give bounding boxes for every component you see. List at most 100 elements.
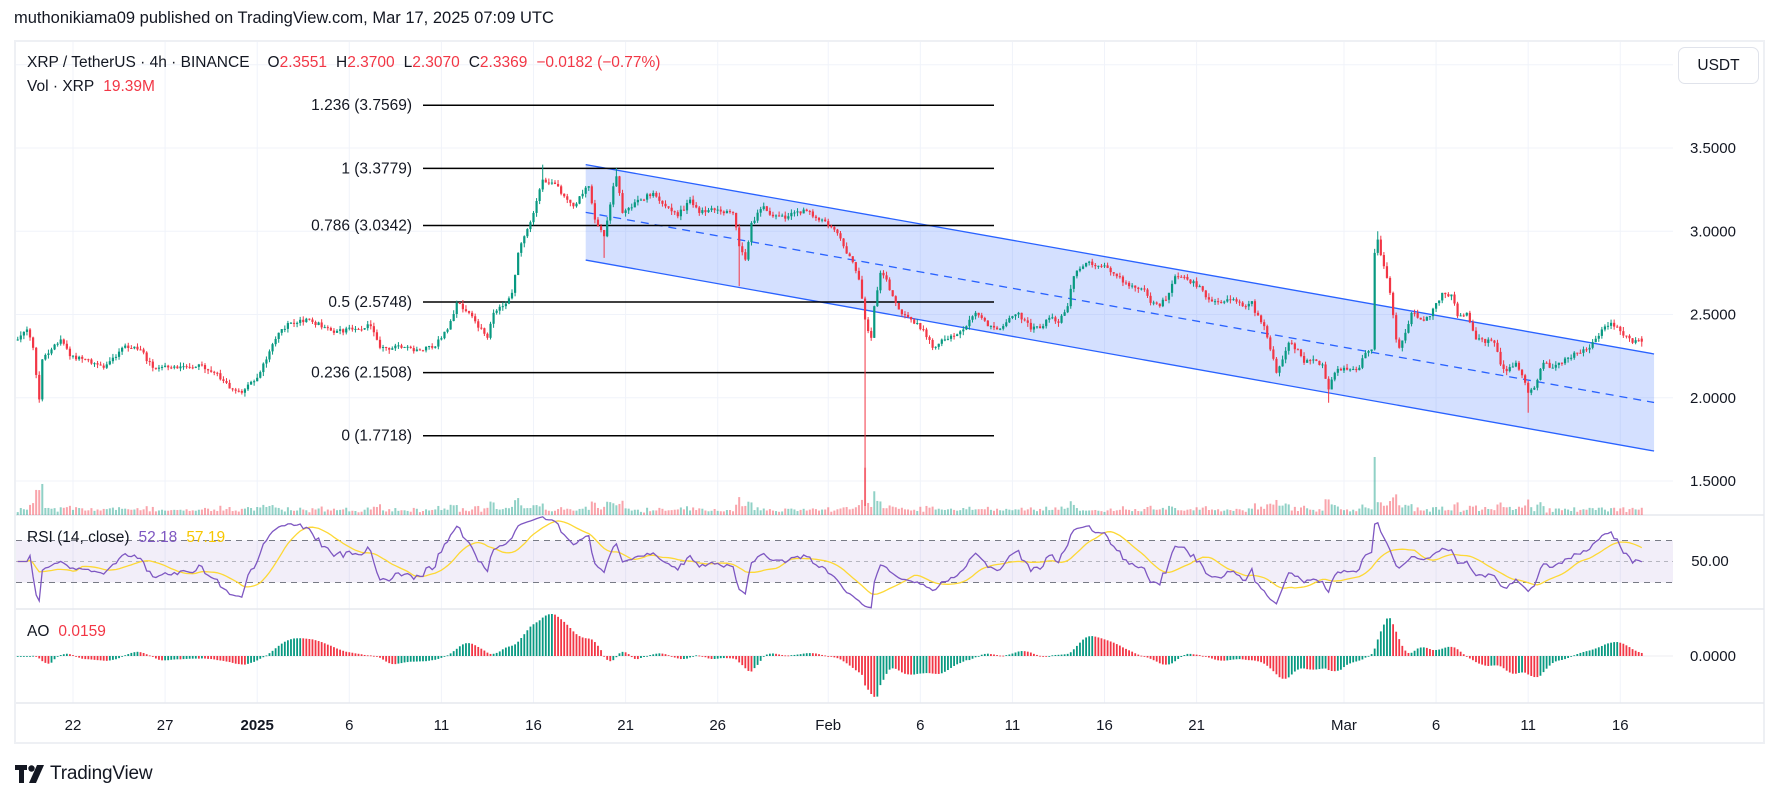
volume-bar [243,508,246,515]
volume-bar [1585,509,1588,515]
candle-body [1226,299,1229,302]
ao-bar [818,654,820,656]
candle [1312,355,1315,364]
candle-body [480,327,483,329]
candle-body [170,367,173,369]
candle [492,309,495,328]
volume-bar [1530,507,1533,515]
ao-bar [1505,656,1508,671]
ao-bar [1628,647,1631,656]
currency-button[interactable]: USDT [1678,47,1759,84]
volume-bar [200,509,203,515]
candle [805,208,808,212]
volume-bar [529,508,532,515]
ao-bar [336,648,338,656]
volume-bar [1336,506,1339,515]
candle-body [1336,368,1339,373]
candle-body [93,363,96,365]
ao-bar [1278,656,1281,678]
candle [513,274,517,297]
candle [544,177,547,183]
volume-bar [29,504,32,515]
candle [1054,315,1057,324]
candle-body [799,211,802,214]
candle [498,304,501,315]
ao-bar [560,619,563,656]
candle-body [1306,360,1309,363]
ao-bar [741,656,744,666]
volume-bar [1121,506,1124,515]
ao-bar [581,637,584,656]
candle [578,195,581,205]
tradingview-logo[interactable]: TradingView [15,763,153,785]
candle [1321,362,1324,369]
candle-body [762,206,765,210]
candle-body [900,309,903,315]
candle-body [200,364,204,366]
candle-body [1566,357,1570,359]
candle-body [523,236,526,244]
channel-upper-line[interactable] [585,164,1655,355]
ao-bar [759,656,762,661]
ao-bar [1217,656,1220,661]
ao-bar [876,656,879,697]
candle [1456,301,1459,318]
volume-bar [311,508,314,515]
candle-body [253,381,256,383]
candle [781,213,784,217]
ao-bar [572,631,575,656]
candle-body [1158,303,1161,307]
candle [1081,264,1085,270]
volume-bar [412,507,415,515]
fib-retracement[interactable]: 1.236 (3.7569)1 (3.3779)0.786 (3.0342)0.… [311,97,994,445]
candle-body [388,347,391,350]
candle-body [142,349,145,353]
candle-body [1060,315,1063,323]
candle-body [1011,316,1014,319]
ao-bar [207,656,209,659]
volume-bar [1521,507,1524,515]
volume-bar [1539,502,1542,515]
ao-bar [1490,656,1493,666]
candle-body [642,199,646,201]
channel-lower-line[interactable] [585,259,1655,452]
regression-channel[interactable] [585,164,1655,452]
time-axis-label: 11 [1520,717,1536,734]
candle-body [1364,352,1367,359]
candle [962,326,965,336]
ao-bar [732,656,734,659]
candle [1069,284,1072,309]
ao-legend[interactable]: AO 0.0159 [27,623,106,641]
volume-bar [1198,509,1201,515]
candle-body [117,351,121,357]
ao-bar [130,652,133,656]
candle-body [885,275,888,280]
volume-bar [286,507,289,515]
candle-body [148,361,151,363]
candle [1573,351,1576,360]
fib-level-label: 0.5 (2.5748) [328,294,412,311]
candle [148,357,151,366]
volume-legend[interactable]: Vol · XRP 19.39M [27,78,155,96]
volume-bar [765,510,768,515]
candle [348,324,351,331]
candle-body [968,319,971,327]
ao-bar [1429,649,1431,656]
ao-bar [1309,656,1312,670]
ao-bar [498,651,501,656]
ao-bar [326,644,329,656]
candle [246,382,250,391]
open-label: O [267,54,280,71]
rsi-legend[interactable]: RSI (14, close) 52.18 57.19 [27,529,225,547]
volume-bar [1373,457,1376,515]
candle-body [1462,315,1465,317]
ao-bar [449,653,452,656]
candle-body [572,202,575,207]
candle [173,365,176,370]
candle [421,349,425,352]
candle-body [599,226,603,231]
ao-bar [1330,656,1333,671]
candle [1143,285,1146,292]
